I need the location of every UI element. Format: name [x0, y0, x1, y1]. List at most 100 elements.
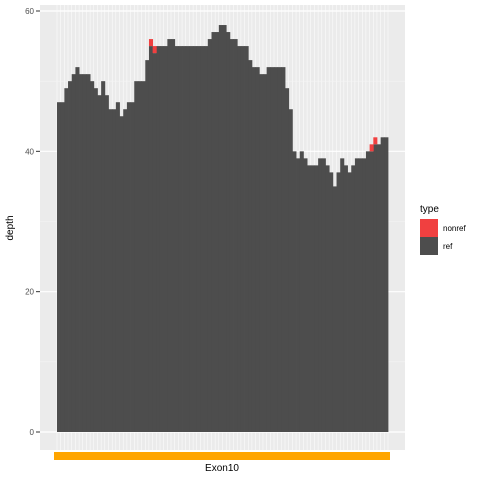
ref-depth-bar [185, 46, 190, 432]
ref-depth-bar [75, 67, 80, 432]
ref-depth-bar [340, 158, 345, 432]
legend: type nonref ref [420, 204, 466, 255]
ref-depth-bar [119, 116, 124, 432]
ref-depth-bar [266, 67, 271, 432]
ref-depth-bar [318, 158, 323, 432]
ref-depth-bar [130, 102, 135, 432]
ref-depth-bar [303, 158, 308, 432]
legend-swatch-ref [420, 237, 438, 255]
ref-depth-bar [123, 109, 128, 432]
ref-depth-bar [329, 172, 334, 432]
ref-depth-bar [108, 109, 113, 432]
ref-depth-bar [384, 137, 389, 433]
ref-depth-bar [251, 67, 256, 432]
ref-depth-bar [244, 46, 249, 432]
ref-depth-bar [189, 46, 194, 432]
ref-depth-bar [82, 74, 87, 433]
legend-label-nonref: nonref [443, 224, 466, 233]
ref-depth-bar [325, 165, 330, 432]
nonref-depth-bar [152, 46, 157, 54]
y-tick-label: 0 [30, 428, 35, 437]
ref-depth-bar [281, 67, 286, 432]
exon-bar [54, 452, 390, 460]
ref-depth-bar [288, 109, 293, 432]
ref-depth-bar [211, 32, 216, 433]
ref-depth-bar [115, 102, 120, 432]
ref-depth-bar [60, 102, 65, 432]
ref-depth-bar [152, 53, 157, 432]
ref-depth-bar [148, 46, 154, 432]
ref-depth-bar [193, 46, 198, 432]
ref-depth-bar [68, 81, 73, 433]
y-tick-label: 60 [25, 7, 34, 16]
ref-depth-bar [237, 46, 242, 432]
ref-depth-bar [104, 95, 109, 432]
nonref-marks [148, 39, 378, 152]
ref-depth-bar [207, 39, 212, 433]
ref-depth-bar [134, 81, 139, 433]
ref-depth-bar [314, 165, 319, 432]
ref-depth-bar [218, 25, 223, 433]
ref-depth-bar [321, 158, 326, 432]
ref-depth-bar [307, 165, 312, 432]
ref-depth-bar [204, 46, 209, 432]
ref-depth-bar [336, 172, 341, 432]
ref-depth-bar [71, 74, 76, 433]
ref-depth-bar [229, 39, 234, 433]
ref-depth-bar [233, 39, 238, 433]
ref-depth-bar [126, 102, 131, 432]
ref-depth-bar [347, 172, 352, 432]
ref-depth-bar [270, 67, 275, 432]
ref-depth-bar [332, 186, 337, 432]
ref-depth-bar [163, 46, 168, 432]
ref-depth-bar [354, 158, 359, 432]
ref-depth-bar [351, 165, 356, 432]
y-axis: 0 20 40 60 [25, 7, 40, 437]
nonref-depth-bar [373, 137, 378, 145]
ref-depth-bar [285, 88, 290, 432]
ref-depth-bar [380, 137, 385, 433]
ref-depth-bar [90, 81, 95, 433]
legend-label-ref: ref [443, 242, 453, 251]
ref-depth-bar [240, 46, 245, 432]
nonref-depth-bar [148, 39, 154, 47]
y-tick-label: 40 [25, 147, 34, 156]
ref-depth-bar [167, 39, 172, 433]
ref-depth-bar [365, 151, 371, 433]
ref-depth-bar [93, 88, 98, 432]
ref-depth-bar [373, 144, 378, 433]
ref-depth-bar [200, 46, 205, 432]
ref-depth-bar [226, 32, 231, 433]
ref-depth-bar [196, 46, 201, 432]
ref-depth-bar [159, 46, 165, 432]
ref-depth-bar [174, 46, 179, 432]
y-tick-label: 20 [25, 288, 34, 297]
ref-depth-bar [101, 81, 106, 433]
ref-depth-bar [141, 81, 146, 433]
ref-depth-bar [277, 67, 282, 432]
ref-depth-bar [369, 151, 374, 433]
ref-depth-bar [182, 46, 187, 432]
ref-depth-bar [376, 144, 382, 433]
ref-depth-bar [112, 109, 117, 432]
ref-depth-bar [248, 60, 253, 432]
ref-depth-bar [299, 151, 304, 433]
legend-title: type [420, 204, 439, 215]
ref-depth-bar [296, 158, 301, 432]
legend-swatch-nonref [420, 219, 438, 237]
ref-depth-bar [222, 25, 227, 433]
ref-depth-bar [97, 95, 102, 432]
ref-depth-bar [171, 39, 176, 433]
ref-depth-bar [262, 74, 268, 433]
ref-depth-bar [79, 74, 84, 433]
ref-depth-bar [57, 102, 62, 432]
ref-depth-bar [362, 158, 367, 432]
ref-depth-bar [310, 165, 315, 432]
ref-depth-bar [137, 81, 142, 433]
ref-depth-bar [145, 60, 150, 432]
ref-depth-bar [64, 88, 69, 432]
ref-depth-bar [259, 74, 264, 433]
exon-label: Exon10 [205, 463, 239, 474]
ref-depth-bar [215, 32, 220, 433]
